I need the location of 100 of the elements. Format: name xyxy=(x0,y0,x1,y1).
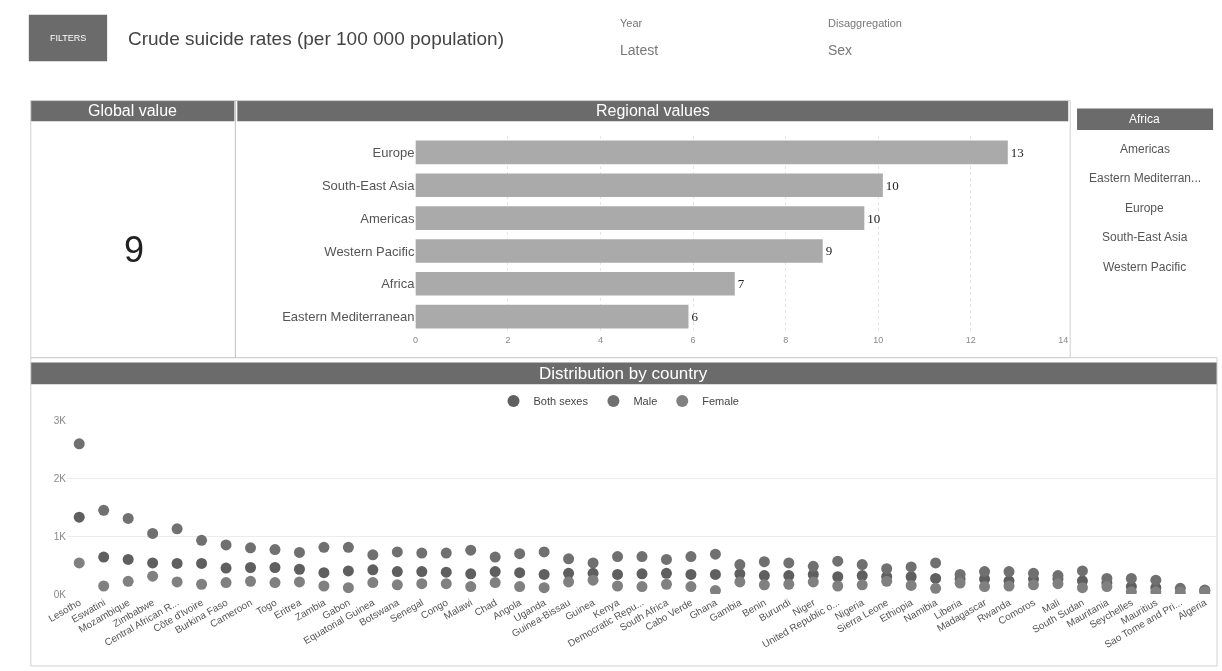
data-label: 10 xyxy=(867,210,881,226)
point xyxy=(147,527,159,539)
bar xyxy=(415,173,883,198)
text: South-East Asia xyxy=(1102,230,1188,244)
point xyxy=(807,576,819,588)
point xyxy=(293,546,305,558)
point xyxy=(342,565,354,577)
text: Crude suicide rates (per 100 000 population) xyxy=(128,28,505,49)
chart-title: Regional values xyxy=(596,102,710,119)
point xyxy=(318,580,330,592)
x-tick-label: 0 xyxy=(412,335,418,346)
point xyxy=(685,551,697,563)
point xyxy=(660,578,672,590)
point xyxy=(832,580,844,592)
point xyxy=(709,585,721,595)
point xyxy=(269,577,281,589)
point xyxy=(1027,579,1039,591)
point xyxy=(440,566,452,578)
point xyxy=(734,559,746,571)
point xyxy=(587,557,599,569)
y-tick-label: 3K xyxy=(53,415,67,427)
point xyxy=(1101,581,1113,593)
text: Global value xyxy=(88,102,178,119)
point xyxy=(122,553,134,565)
point xyxy=(685,581,697,593)
point xyxy=(636,581,648,593)
point xyxy=(881,563,893,575)
point xyxy=(98,504,110,516)
point xyxy=(783,557,795,569)
point xyxy=(318,567,330,579)
point xyxy=(660,553,672,565)
point xyxy=(269,544,281,556)
text: Latest xyxy=(620,42,659,58)
legend-label: Both sexes xyxy=(533,395,589,408)
data-label: 6 xyxy=(691,309,699,325)
point xyxy=(832,555,844,567)
point xyxy=(220,539,232,551)
point xyxy=(245,575,257,587)
point xyxy=(1076,582,1088,594)
point xyxy=(783,578,795,590)
bar xyxy=(415,271,735,296)
point xyxy=(930,572,942,584)
point xyxy=(220,562,232,574)
y-tick-label: 2K xyxy=(53,473,67,484)
point xyxy=(612,568,624,580)
point xyxy=(979,566,991,578)
point xyxy=(612,551,624,563)
point xyxy=(514,548,526,560)
point xyxy=(489,551,501,563)
data-label: 7 xyxy=(737,276,745,292)
point xyxy=(73,557,85,569)
point xyxy=(245,562,257,573)
text: Americas xyxy=(1120,142,1171,156)
point xyxy=(514,567,526,579)
x-tick-label: 14 xyxy=(1058,335,1069,346)
point xyxy=(122,575,134,587)
point xyxy=(1027,567,1039,579)
x-tick-label: 10 xyxy=(873,335,884,346)
point xyxy=(1150,574,1162,586)
bar xyxy=(415,140,1008,165)
point xyxy=(930,582,942,594)
point xyxy=(636,568,648,580)
point xyxy=(391,546,403,558)
point xyxy=(758,579,770,591)
x-tick-label: 8 xyxy=(783,335,789,346)
point xyxy=(465,568,477,580)
point xyxy=(538,582,550,594)
point xyxy=(489,566,501,578)
point xyxy=(587,574,599,586)
legend-label: Male xyxy=(633,395,658,408)
point xyxy=(636,551,648,563)
text: Western Pacific xyxy=(1103,260,1187,274)
text: Disaggregation xyxy=(828,17,902,29)
y-tick-label: Western Pacific xyxy=(324,243,415,259)
point xyxy=(391,579,403,591)
point xyxy=(758,570,770,582)
point xyxy=(245,542,257,554)
bar xyxy=(415,239,823,263)
point xyxy=(881,575,893,587)
x-tick-label: 4 xyxy=(598,335,604,346)
data-label: 10 xyxy=(885,177,899,193)
point xyxy=(930,557,942,569)
point xyxy=(1052,578,1064,590)
point xyxy=(196,534,208,546)
point xyxy=(660,567,672,579)
point xyxy=(563,576,575,588)
point xyxy=(1125,572,1137,584)
text: 9 xyxy=(124,229,145,270)
text: Sex xyxy=(828,42,853,58)
y-tick-label: Africa xyxy=(381,276,416,292)
point xyxy=(807,560,819,572)
y-tick-label: 1K xyxy=(53,530,67,542)
data-label: 13 xyxy=(1010,144,1024,160)
point xyxy=(465,581,477,593)
point xyxy=(171,557,183,569)
point xyxy=(318,541,330,553)
point xyxy=(465,544,477,556)
point xyxy=(293,563,305,575)
point xyxy=(1076,565,1088,577)
point xyxy=(489,577,501,589)
